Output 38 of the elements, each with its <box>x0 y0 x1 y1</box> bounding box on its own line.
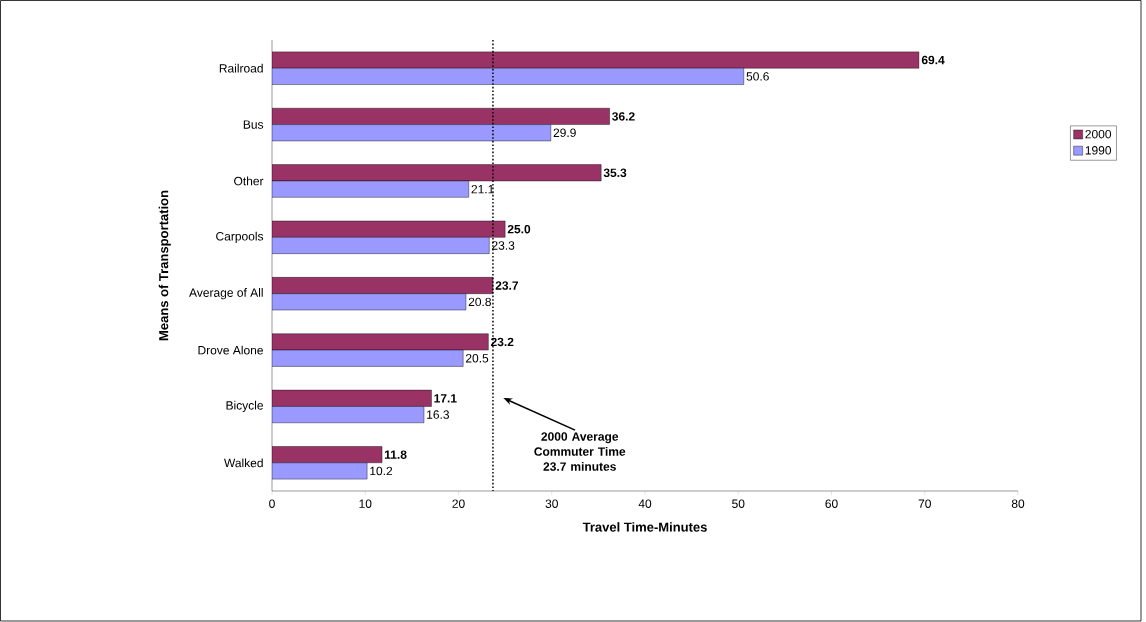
data-label: 16.3 <box>427 410 450 419</box>
legend-label: 2000 <box>1085 129 1112 139</box>
data-label: 35.3 <box>603 168 627 178</box>
data-label: 23.7 <box>495 281 519 290</box>
data-label: 36.2 <box>612 112 635 121</box>
x-tick-label: 70 <box>918 499 931 508</box>
y-axis-title: Means of Transportation <box>158 190 171 341</box>
x-tick-label: 0 <box>269 499 275 508</box>
data-label: 11.8 <box>384 450 407 459</box>
y-tick-label: Bicycle <box>226 400 263 413</box>
data-label: 50.6 <box>746 72 769 81</box>
data-label: 21.1 <box>471 184 494 194</box>
x-tick-label: 40 <box>638 499 652 508</box>
x-tick-label: 60 <box>825 499 838 508</box>
data-label: 23.3 <box>492 241 515 250</box>
data-label: 29.9 <box>553 128 576 137</box>
data-label: 20.8 <box>468 297 491 307</box>
y-tick-label: Bus <box>243 120 264 129</box>
data-label: 20.5 <box>465 354 489 363</box>
y-tick-label: Drove Alone <box>198 345 263 355</box>
data-label: 17.1 <box>434 394 457 403</box>
y-tick-label: Carpools <box>216 231 264 243</box>
x-tick-label: 50 <box>732 499 745 508</box>
y-tick-label: Other <box>234 176 264 186</box>
x-tick-label: 20 <box>452 499 465 508</box>
annotation: 2000 Average Commuter Time 23.7 minutes <box>534 432 626 471</box>
data-label: 23.2 <box>490 337 514 347</box>
x-tick-label: 30 <box>545 499 558 508</box>
y-tick-label: Average of All <box>189 288 263 300</box>
y-tick-label: Railroad <box>219 63 263 73</box>
legend-label: 1990 <box>1085 146 1112 155</box>
x-tick-label: 10 <box>359 499 372 508</box>
x-tick-label: 80 <box>1011 499 1025 508</box>
data-label: 69.4 <box>921 55 945 65</box>
data-label: 10.2 <box>370 466 393 476</box>
data-label: 25.0 <box>507 224 531 234</box>
y-tick-label: Walked <box>224 458 263 468</box>
x-axis-title: Travel Time-Minutes <box>582 522 707 532</box>
